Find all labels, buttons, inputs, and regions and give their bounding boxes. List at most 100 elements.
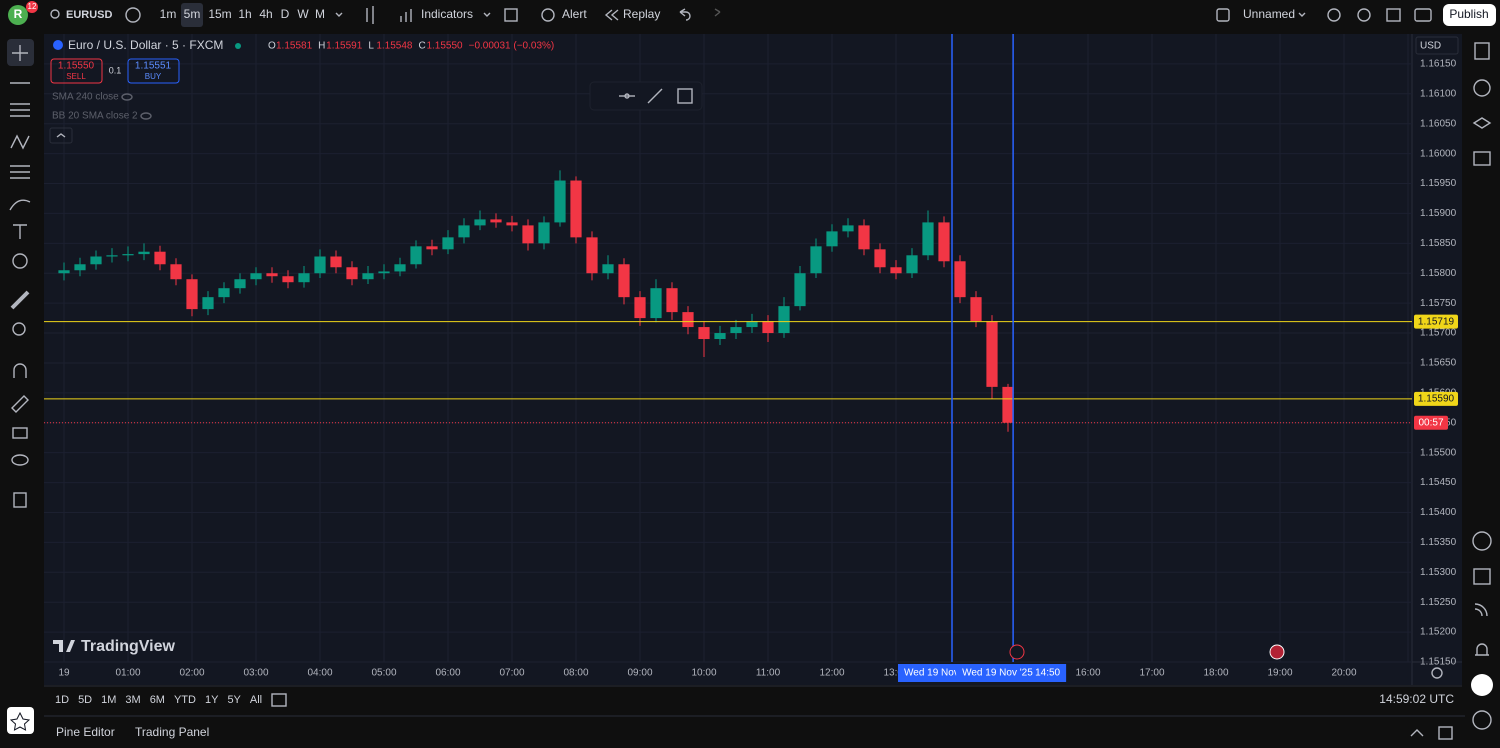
help-icon[interactable]	[1472, 710, 1492, 730]
brush-tool[interactable]	[9, 199, 31, 211]
interval[interactable]: M	[315, 7, 325, 21]
range-button[interactable]: YTD	[174, 694, 196, 706]
alert-button[interactable]: Alert	[562, 7, 587, 21]
interval[interactable]: 1m	[160, 7, 177, 21]
avatar[interactable]	[8, 5, 28, 25]
event-icon[interactable]	[1009, 644, 1025, 660]
hidden-icon[interactable]	[140, 112, 152, 120]
sell-label: SELL	[66, 72, 86, 81]
hidden-icon[interactable]	[121, 93, 133, 101]
visibility-tool[interactable]	[11, 454, 29, 466]
forecast-tool[interactable]	[10, 165, 30, 179]
expand-icon[interactable]	[1410, 729, 1424, 737]
watchlist-icon[interactable]	[1474, 42, 1490, 60]
price-tag-label: 1.15590	[1418, 393, 1455, 404]
sell-button[interactable]	[50, 58, 103, 84]
zoom-tool[interactable]	[12, 322, 26, 336]
interval[interactable]: 15m	[208, 7, 231, 21]
rectangle-tool[interactable]	[677, 88, 693, 104]
interval[interactable]: 4h	[259, 7, 272, 21]
calendar-icon[interactable]	[1473, 568, 1491, 585]
publish-button-bg[interactable]	[1443, 4, 1496, 26]
x-tick-label: 03:00	[243, 668, 268, 679]
fullscreen-icon[interactable]	[1386, 8, 1401, 22]
drawing-mode-tool[interactable]	[11, 395, 29, 413]
magnet-tool[interactable]	[13, 363, 27, 378]
range-button[interactable]: 1M	[101, 694, 116, 706]
currency-box[interactable]	[1415, 36, 1459, 55]
ohlc-key: L	[368, 41, 374, 52]
interval[interactable]: D	[281, 7, 290, 21]
replay-button[interactable]: Replay	[623, 7, 660, 21]
axis-settings-icon[interactable]	[1431, 667, 1443, 679]
candle-body	[810, 246, 822, 274]
range-button[interactable]: 5D	[78, 694, 92, 706]
pattern-tool[interactable]	[10, 134, 30, 150]
dropdown-icon[interactable]	[483, 12, 491, 17]
watermark: TradingView	[81, 638, 176, 655]
apps-icon[interactable]	[1471, 674, 1493, 696]
chart-type-icon[interactable]	[366, 6, 374, 24]
undo-icon[interactable]	[679, 8, 691, 21]
date-range-icon[interactable]	[271, 693, 287, 707]
collapse-button[interactable]	[49, 127, 73, 144]
candle-body	[794, 273, 806, 307]
quick-search-icon[interactable]	[1327, 8, 1341, 22]
layers-icon[interactable]	[1472, 117, 1492, 129]
range-button[interactable]: All	[250, 694, 262, 706]
range-button[interactable]: 5Y	[227, 694, 241, 706]
delete-tool[interactable]	[13, 492, 27, 508]
compare-icon[interactable]	[125, 7, 141, 23]
news-icon[interactable]	[1474, 603, 1488, 617]
redo-icon[interactable]	[714, 8, 721, 17]
candle-body	[282, 276, 294, 283]
candle-body	[1002, 386, 1014, 423]
time-tag-label: Wed 19 Nov	[904, 668, 959, 679]
measure-tool[interactable]	[10, 290, 30, 310]
chat-icon[interactable]	[1473, 151, 1491, 166]
range-button[interactable]: 1Y	[205, 694, 219, 706]
range-button[interactable]: 3M	[125, 694, 140, 706]
lock-tool[interactable]	[12, 427, 28, 439]
text-tool[interactable]	[13, 224, 27, 239]
range-button[interactable]: 6M	[150, 694, 165, 706]
time-tag	[898, 664, 960, 682]
candle-body	[122, 254, 134, 256]
maximize-icon[interactable]	[1438, 726, 1453, 740]
x-tick-label: 18:00	[1203, 668, 1228, 679]
time-tag-time: 14:50	[1035, 668, 1060, 679]
trendline-tool[interactable]	[647, 88, 663, 104]
indicators-button[interactable]: Indicators	[421, 7, 473, 21]
badge-count: 12	[28, 2, 37, 11]
settings-icon[interactable]	[1357, 8, 1371, 22]
crosshair-tool[interactable]	[12, 45, 28, 61]
snapshot-icon[interactable]	[1414, 8, 1432, 22]
event-icon[interactable]	[1269, 644, 1285, 660]
currency[interactable]: USD	[1420, 41, 1441, 52]
bottom-tab[interactable]: Pine Editor	[56, 725, 115, 739]
fib-tool[interactable]	[10, 103, 30, 117]
dropdown-icon[interactable]	[335, 12, 343, 17]
target-icon[interactable]	[1472, 531, 1492, 551]
range-button[interactable]: 1D	[55, 694, 69, 706]
publish-button[interactable]: Publish	[1449, 7, 1488, 21]
watchlist-star-bg[interactable]	[7, 707, 34, 734]
layout-name[interactable]: Unnamed	[1243, 7, 1295, 21]
candle-body	[762, 321, 774, 334]
notifications-icon[interactable]	[1475, 643, 1489, 656]
indicators-icon	[400, 9, 412, 22]
interval[interactable]: 5m	[184, 7, 201, 21]
emoji-tool[interactable]	[12, 253, 28, 269]
buy-button[interactable]	[127, 58, 180, 84]
symbol[interactable]: EURUSD	[66, 9, 113, 21]
candle-body	[362, 273, 374, 280]
ohlc-value: 1.15548	[376, 41, 413, 52]
interval[interactable]: 1h	[238, 7, 251, 21]
dropdown-icon[interactable]	[1298, 12, 1306, 17]
interval[interactable]: W	[297, 7, 309, 21]
candle-body	[826, 231, 838, 247]
layouts-icon[interactable]	[504, 8, 518, 22]
alerts-icon[interactable]	[1473, 79, 1491, 97]
bottom-tab[interactable]: Trading Panel	[135, 725, 209, 739]
quantity[interactable]: 0.1	[109, 65, 122, 75]
